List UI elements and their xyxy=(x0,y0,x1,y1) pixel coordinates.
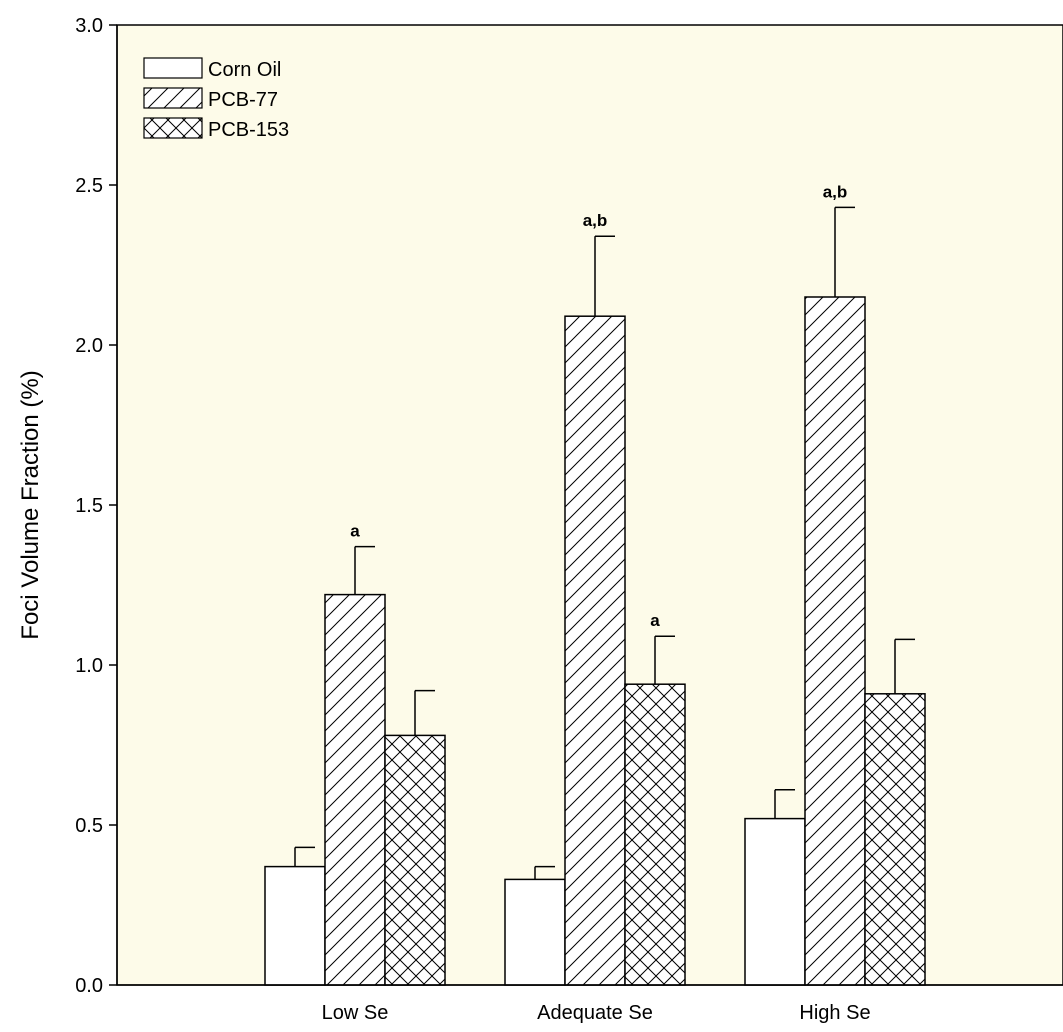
bar-pcb-77-adequate-se xyxy=(564,315,626,986)
bar-corn-oil-high-se xyxy=(744,817,806,986)
error-bars xyxy=(294,206,915,880)
bar-corn-oil-low-se xyxy=(264,865,326,986)
significance-label: a xyxy=(350,522,360,541)
bar-pcb-77-high-se xyxy=(804,296,866,986)
x-axis-labels: Low Se Adequate Se High Se xyxy=(322,1002,871,1024)
error-bar xyxy=(594,235,615,317)
bar-pcb-77-low-se xyxy=(324,593,386,986)
legend: Corn Oil PCB-77 PCB-153 xyxy=(143,57,289,141)
legend-swatch xyxy=(143,57,203,79)
error-bar xyxy=(534,865,555,880)
legend-item: Corn Oil xyxy=(143,57,281,81)
error-bar xyxy=(834,206,855,297)
y-tick-label: 1.0 xyxy=(75,655,103,677)
legend-label: PCB-77 xyxy=(208,89,278,111)
bar-corn-oil-adequate-se xyxy=(504,878,566,986)
y-tick-label: 0.5 xyxy=(75,815,103,837)
x-category-label: Low Se xyxy=(322,1002,389,1024)
y-tick-label: 2.5 xyxy=(75,175,103,197)
bar-pcb-153-adequate-se xyxy=(624,683,686,986)
y-tick-label: 3.0 xyxy=(75,15,103,37)
error-bar xyxy=(774,789,795,819)
bars xyxy=(264,296,926,986)
legend-swatch xyxy=(143,117,203,139)
x-category-label: Adequate Se xyxy=(537,1002,653,1024)
legend-item: PCB-153 xyxy=(143,117,289,141)
legend-label: PCB-153 xyxy=(208,119,289,141)
y-axis-title: Foci Volume Fraction (%) xyxy=(17,370,44,639)
error-bar xyxy=(354,545,375,595)
legend-item: PCB-77 xyxy=(143,87,278,111)
y-tick-label: 0.0 xyxy=(75,975,103,997)
y-tick-label: 1.5 xyxy=(75,495,103,517)
error-bar xyxy=(414,689,435,736)
legend-label: Corn Oil xyxy=(208,59,281,81)
significance-annotations: a a,b a,b a xyxy=(350,182,847,630)
significance-label: a,b xyxy=(823,182,848,201)
y-tick-label: 2.0 xyxy=(75,335,103,357)
x-category-label: High Se xyxy=(799,1002,870,1024)
y-axis-ticks: 0.0 0.5 1.0 1.5 2.0 2.5 3.0 xyxy=(75,15,117,997)
error-bar xyxy=(294,846,315,867)
error-bar xyxy=(654,635,675,685)
error-bar xyxy=(894,638,915,694)
bar-pcb-153-low-se xyxy=(384,734,446,986)
bar-pcb-153-high-se xyxy=(864,693,926,986)
significance-label: a,b xyxy=(583,211,608,230)
significance-label: a xyxy=(650,611,660,630)
legend-swatch xyxy=(143,87,203,109)
